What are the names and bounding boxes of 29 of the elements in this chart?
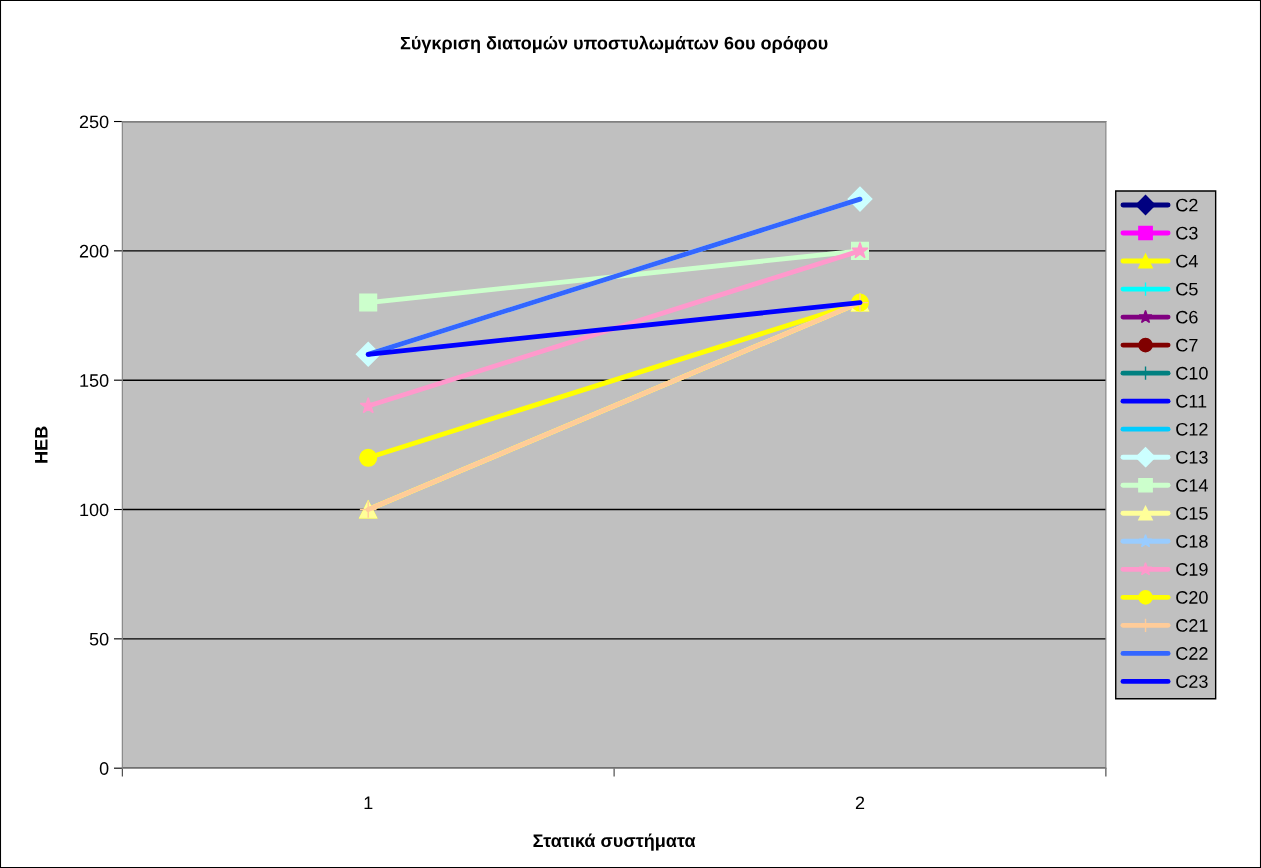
legend-label: C15 [1176,506,1208,520]
legend-label: C4 [1176,254,1198,268]
y-tick-label: 0 [99,762,109,775]
legend-label: C23 [1176,675,1208,688]
legend-label: C20 [1176,591,1208,604]
y-tick-label: 200 [79,244,109,258]
legend-label: C21 [1176,619,1208,632]
legend-label: C2 [1176,198,1198,212]
y-axis-title: HEB [35,426,48,463]
legend-label: C7 [1176,338,1198,352]
legend-label: C19 [1176,563,1208,576]
legend-label: C3 [1176,226,1198,240]
legend-label: C10 [1176,366,1208,380]
legend-label: C13 [1176,450,1208,464]
legend-label: C5 [1176,282,1198,296]
legend-label: C22 [1176,647,1208,660]
x-tick-label: 2 [855,796,865,810]
y-tick-label: 100 [80,503,109,517]
x-axis-title: Στατικά συστήματα [533,833,696,851]
legend-label: C18 [1176,535,1208,548]
legend-label: C14 [1176,478,1208,492]
legend-label: C12 [1176,422,1208,436]
x-tick-label: 1 [364,796,373,810]
legend-label: C11 [1176,394,1207,408]
y-tick-label: 250 [79,115,109,129]
chart-title: Σύγκριση διατομών υποστυλωμάτων 6ου ορόφου [400,35,828,54]
y-tick-label: 150 [80,374,109,387]
legend-label: C6 [1176,310,1198,324]
y-tick-label: 50 [89,632,109,646]
